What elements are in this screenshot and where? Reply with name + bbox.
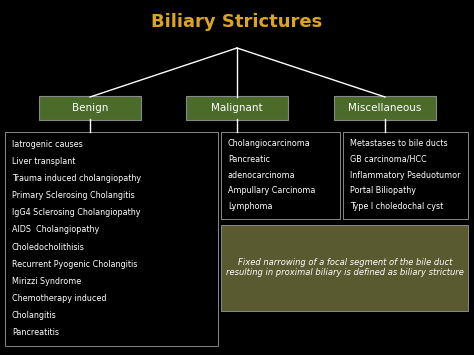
Text: Pancreatic: Pancreatic — [228, 155, 270, 164]
Text: Mirizzi Syndrome: Mirizzi Syndrome — [12, 277, 81, 286]
FancyBboxPatch shape — [6, 131, 219, 345]
Text: Primary Sclerosing Cholangitis: Primary Sclerosing Cholangitis — [12, 191, 135, 200]
Text: Inflammatory Pseduotumor: Inflammatory Pseduotumor — [350, 170, 461, 180]
Text: Cholangiocarcinoma: Cholangiocarcinoma — [228, 139, 311, 148]
Text: Trauma induced cholangiopathy: Trauma induced cholangiopathy — [12, 174, 141, 183]
FancyBboxPatch shape — [344, 131, 468, 218]
Text: Metastases to bile ducts: Metastases to bile ducts — [350, 139, 447, 148]
FancyBboxPatch shape — [39, 96, 141, 120]
FancyBboxPatch shape — [221, 224, 468, 311]
Text: Recurrent Pyogenic Cholangitis: Recurrent Pyogenic Cholangitis — [12, 260, 137, 269]
Text: AIDS  Cholangiopathy: AIDS Cholangiopathy — [12, 225, 99, 234]
Text: Iatrogenic causes: Iatrogenic causes — [12, 140, 83, 149]
Text: Ampullary Carcinoma: Ampullary Carcinoma — [228, 186, 315, 195]
Text: IgG4 Sclerosing Cholangiopathy: IgG4 Sclerosing Cholangiopathy — [12, 208, 140, 217]
Text: Liver transplant: Liver transplant — [12, 157, 75, 166]
FancyBboxPatch shape — [186, 96, 288, 120]
Text: GB carcinoma/HCC: GB carcinoma/HCC — [350, 155, 427, 164]
Text: Type I choledochal cyst: Type I choledochal cyst — [350, 202, 443, 211]
Text: Chemotherapy induced: Chemotherapy induced — [12, 294, 107, 303]
FancyBboxPatch shape — [334, 96, 436, 120]
FancyBboxPatch shape — [221, 131, 340, 218]
Text: Fixed narrowing of a focal segment of the bile duct
resulting in proximal biliar: Fixed narrowing of a focal segment of th… — [226, 258, 464, 277]
Text: Benign: Benign — [72, 103, 108, 113]
Text: Lymphoma: Lymphoma — [228, 202, 273, 211]
Text: Portal Biliopathy: Portal Biliopathy — [350, 186, 416, 195]
Text: Choledocholithisis: Choledocholithisis — [12, 242, 85, 252]
Text: adenocarcinoma: adenocarcinoma — [228, 170, 296, 180]
Text: Pancreatitis: Pancreatitis — [12, 328, 59, 337]
Text: Miscellaneous: Miscellaneous — [348, 103, 422, 113]
Text: Cholangitis: Cholangitis — [12, 311, 57, 320]
Text: Biliary Strictures: Biliary Strictures — [151, 13, 323, 31]
Text: Malignant: Malignant — [211, 103, 263, 113]
